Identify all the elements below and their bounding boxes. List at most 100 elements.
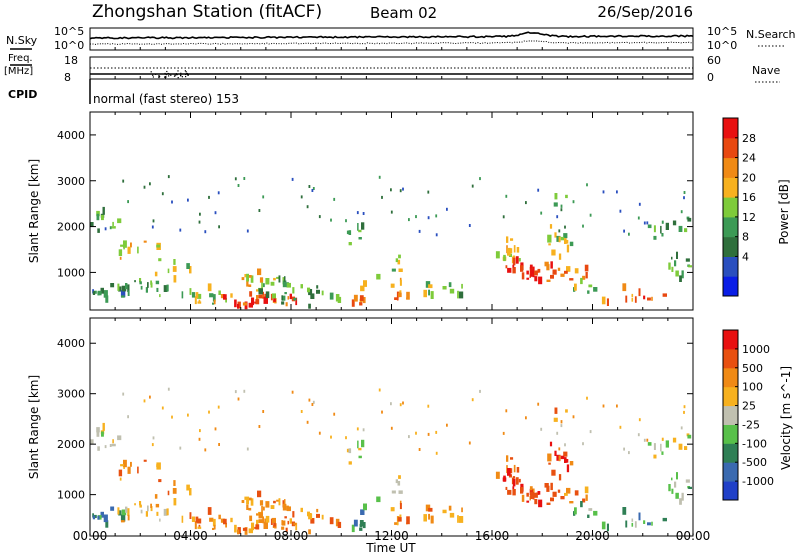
colorbar-tick-label: 8 xyxy=(742,231,749,244)
mhz-label: [MHz] xyxy=(4,66,33,77)
power-cell xyxy=(503,254,506,262)
power-cell xyxy=(214,211,217,215)
velocity-cell xyxy=(557,489,561,493)
velocity-cell xyxy=(97,446,100,451)
power-cell xyxy=(358,237,362,240)
velocity-cell xyxy=(378,388,381,392)
velocity-cell xyxy=(552,491,557,497)
power-cell xyxy=(638,202,641,206)
power-cell xyxy=(529,264,533,269)
velocity-cell xyxy=(246,504,249,510)
power-cell xyxy=(158,258,162,262)
power-cell xyxy=(276,276,280,279)
power-cell xyxy=(582,275,586,280)
power-cell xyxy=(335,294,340,302)
velocity-cell xyxy=(589,430,592,434)
power-cell xyxy=(281,301,285,305)
velocity-cell xyxy=(112,439,114,444)
power-cell xyxy=(668,262,671,270)
velocity-cell xyxy=(316,508,319,513)
velocity-cell xyxy=(152,436,155,440)
power-cell xyxy=(270,293,273,301)
power-cell xyxy=(634,296,637,303)
power-cell xyxy=(566,244,570,253)
velocity-cell xyxy=(127,514,130,521)
power-cell xyxy=(261,282,263,291)
power-cell xyxy=(258,294,263,299)
mode-label: normal (fast stereo) 153 xyxy=(93,92,239,106)
power-cell xyxy=(538,276,543,285)
power-cell xyxy=(345,219,347,223)
power-cell xyxy=(90,222,94,227)
power-cell xyxy=(109,226,112,230)
power-cell xyxy=(448,282,452,288)
velocity-cell xyxy=(396,516,400,522)
power-cell xyxy=(442,286,447,290)
power-cell xyxy=(357,223,359,231)
y-tick-label: 4000 xyxy=(57,129,85,142)
velocity-cell xyxy=(442,509,447,514)
velocity-cell xyxy=(512,486,515,489)
power-cell xyxy=(119,256,122,260)
power-cell xyxy=(662,293,667,297)
velocity-cell xyxy=(241,500,245,503)
power-cell xyxy=(281,295,283,301)
power-cell xyxy=(361,222,365,230)
velocity-cell xyxy=(167,387,170,391)
velocity-cell xyxy=(643,438,646,442)
velocity-cell xyxy=(195,516,199,523)
colorbar-segment xyxy=(723,137,738,159)
velocity-cell xyxy=(118,510,122,516)
velocity-cell xyxy=(560,424,563,428)
power-cell xyxy=(479,177,481,181)
power-cell xyxy=(207,283,212,292)
power-cell xyxy=(195,292,199,299)
velocity-cell xyxy=(186,484,190,491)
velocity-cell xyxy=(520,483,524,488)
power-cell xyxy=(248,275,252,278)
power-cell xyxy=(111,226,116,229)
power-cell xyxy=(685,258,690,262)
freq-dip-mark xyxy=(170,74,172,76)
velocity-cell xyxy=(150,503,152,508)
power-cell xyxy=(661,220,664,224)
power-cell xyxy=(680,210,683,214)
velocity-cell xyxy=(353,519,358,527)
velocity-cell xyxy=(261,506,263,514)
colorbar-segment xyxy=(723,481,738,501)
power-cell xyxy=(289,293,292,300)
velocity-cell xyxy=(218,443,220,446)
velocity-cell xyxy=(671,488,674,494)
velocity-cell xyxy=(158,479,162,483)
velocity-cell xyxy=(550,482,553,491)
power-cell xyxy=(147,282,149,288)
power-cell xyxy=(665,222,669,230)
velocity-cell xyxy=(479,389,481,393)
power-cell xyxy=(569,278,574,281)
velocity-cell xyxy=(638,418,641,422)
power-cell xyxy=(602,190,605,194)
power-cell xyxy=(653,235,657,240)
velocity-cell xyxy=(554,407,558,414)
power-cell xyxy=(435,214,438,218)
velocity-cell xyxy=(563,451,568,457)
velocity-cell xyxy=(468,441,471,445)
power-cell xyxy=(292,287,295,294)
nsearch-label: N.Search xyxy=(746,28,796,41)
power-cell xyxy=(532,269,535,278)
power-cell xyxy=(117,283,120,291)
power-cell xyxy=(406,291,410,300)
power-cell xyxy=(189,288,192,295)
velocity-cell xyxy=(140,509,143,514)
velocity-cell xyxy=(399,514,402,518)
velocity-cell xyxy=(357,440,359,449)
velocity-cell xyxy=(631,518,634,522)
velocity-cell xyxy=(582,498,586,503)
velocity-cell xyxy=(544,483,549,488)
power-cell xyxy=(295,297,298,306)
velocity-cell xyxy=(585,494,588,501)
power-cell xyxy=(130,242,132,248)
velocity-y-axis: 1000 2000 3000 4000 xyxy=(57,337,693,502)
power-cell xyxy=(286,282,291,288)
velocity-cell xyxy=(510,457,514,460)
